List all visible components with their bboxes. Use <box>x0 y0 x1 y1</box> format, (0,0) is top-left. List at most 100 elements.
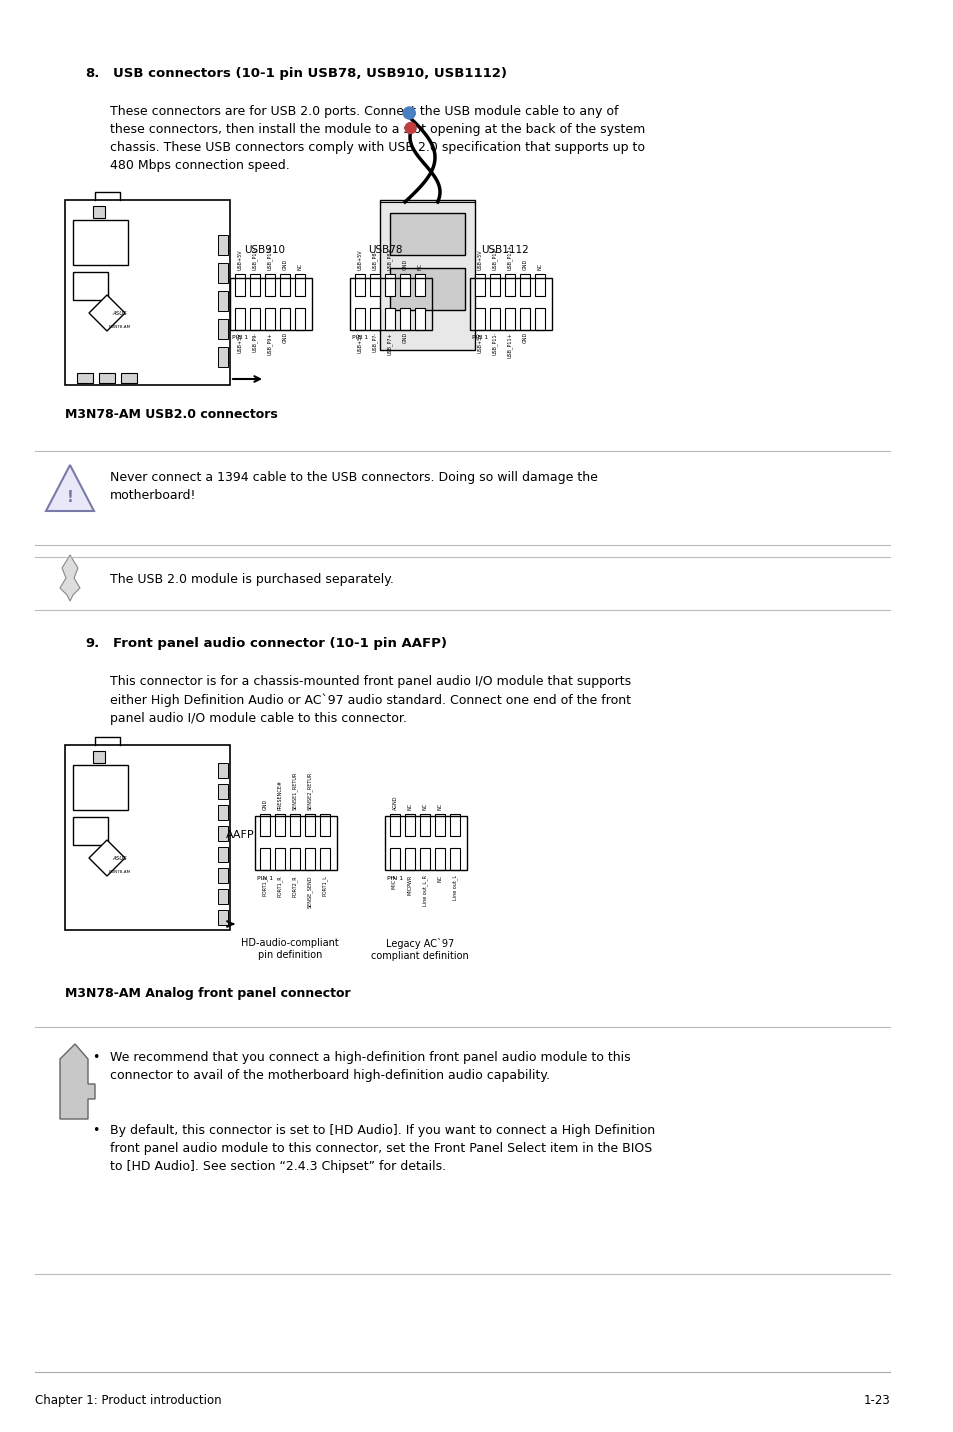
Text: MIC 2: MIC 2 <box>392 875 397 889</box>
Text: These connectors are for USB 2.0 ports. Connect the USB module cable to any of
t: These connectors are for USB 2.0 ports. … <box>110 105 644 172</box>
Text: Never connect a 1394 cable to the USB connectors. Doing so will damage the
mothe: Never connect a 1394 cable to the USB co… <box>110 471 598 503</box>
Text: ASUS: ASUS <box>112 311 128 315</box>
Text: 9.: 9. <box>85 637 99 650</box>
Text: USB+5V: USB+5V <box>477 332 482 352</box>
Text: •: • <box>91 1124 99 1137</box>
Bar <box>92 750 105 763</box>
Bar <box>73 221 128 265</box>
Bar <box>390 268 464 309</box>
Bar <box>450 813 459 836</box>
Bar <box>218 805 228 821</box>
FancyBboxPatch shape <box>65 745 230 929</box>
Bar <box>218 763 228 778</box>
Text: USB_P7-: USB_P7- <box>372 332 377 352</box>
Bar <box>504 274 515 296</box>
Bar <box>504 308 515 329</box>
Bar <box>290 813 299 836</box>
Bar <box>385 274 395 296</box>
Bar <box>250 274 260 296</box>
Bar <box>274 848 285 871</box>
Text: USB+5V: USB+5V <box>477 249 482 271</box>
Text: By default, this connector is set to [HD Audio]. If you want to connect a High D: By default, this connector is set to [HD… <box>110 1124 655 1173</box>
Text: M3N78-AM USB2.0 connectors: M3N78-AM USB2.0 connectors <box>65 408 277 421</box>
Bar <box>294 274 305 296</box>
Bar <box>218 319 228 339</box>
Bar <box>218 347 228 367</box>
Text: GND: GND <box>522 259 527 271</box>
Text: USB+5V: USB+5V <box>357 249 362 271</box>
Bar <box>450 848 459 871</box>
Bar <box>355 274 365 296</box>
Bar <box>218 263 228 284</box>
Text: USB_P8-: USB_P8- <box>372 249 377 271</box>
Polygon shape <box>89 841 125 876</box>
Bar <box>218 909 228 925</box>
Text: USB_P12+: USB_P12+ <box>507 245 513 271</box>
Bar <box>218 826 228 841</box>
Text: HD-audio-compliant
pin definition: HD-audio-compliant pin definition <box>241 938 338 961</box>
Text: AAFP: AAFP <box>226 831 254 841</box>
FancyBboxPatch shape <box>379 200 475 349</box>
Text: USB78: USB78 <box>367 245 402 255</box>
Bar <box>234 308 245 329</box>
Bar <box>99 372 115 382</box>
Bar <box>305 848 314 871</box>
Bar <box>218 783 228 799</box>
Text: ASUS: ASUS <box>112 855 128 861</box>
Bar <box>415 308 424 329</box>
Text: NC: NC <box>422 803 427 811</box>
Bar <box>290 848 299 871</box>
Text: USB_P10-: USB_P10- <box>252 246 257 271</box>
Bar <box>250 308 260 329</box>
Text: Line out_L_R: Line out_L_R <box>422 875 427 906</box>
Bar <box>265 274 274 296</box>
Bar <box>294 308 305 329</box>
Bar <box>280 274 290 296</box>
Text: GND: GND <box>262 799 267 811</box>
Bar <box>399 274 410 296</box>
Text: GND: GND <box>402 259 407 271</box>
Bar <box>475 308 484 329</box>
Bar <box>260 813 270 836</box>
Text: MICPWR: MICPWR <box>407 875 412 895</box>
Text: SENSE1_RETUR: SENSE1_RETUR <box>292 772 297 811</box>
Bar <box>390 813 399 836</box>
Bar <box>490 308 499 329</box>
Bar <box>405 813 415 836</box>
Text: SENSE_SEND: SENSE_SEND <box>307 875 313 908</box>
Text: NC: NC <box>437 803 442 811</box>
Text: GND: GND <box>282 332 287 344</box>
Bar <box>274 813 285 836</box>
Text: USB_P9+: USB_P9+ <box>267 332 273 355</box>
Bar <box>419 848 430 871</box>
Text: PORT1_L: PORT1_L <box>322 875 328 896</box>
Text: SENSE2_RETUR: SENSE2_RETUR <box>307 772 313 811</box>
Text: PORT2_R: PORT2_R <box>292 875 297 896</box>
Text: USB_P8+: USB_P8+ <box>387 248 393 271</box>
Bar <box>419 813 430 836</box>
Bar <box>218 889 228 904</box>
Bar <box>490 274 499 296</box>
Text: PIN 1: PIN 1 <box>256 876 273 881</box>
Text: M3N78-AM: M3N78-AM <box>109 871 131 874</box>
Text: PORT1_R: PORT1_R <box>277 875 282 896</box>
Polygon shape <box>89 295 125 331</box>
Bar <box>519 308 530 329</box>
Text: GND: GND <box>522 332 527 344</box>
Bar <box>319 848 330 871</box>
Text: !: ! <box>67 490 73 504</box>
Bar <box>475 274 484 296</box>
Bar <box>218 868 228 884</box>
Text: NC: NC <box>437 875 442 882</box>
Text: 1-23: 1-23 <box>862 1393 889 1408</box>
Text: USB910: USB910 <box>244 245 285 255</box>
Text: Front panel audio connector (10-1 pin AAFP): Front panel audio connector (10-1 pin AA… <box>112 637 447 650</box>
Text: Chapter 1: Product introduction: Chapter 1: Product introduction <box>35 1393 221 1408</box>
Text: USB+5V: USB+5V <box>237 332 242 352</box>
Text: NC: NC <box>297 263 302 271</box>
Text: USB1112: USB1112 <box>480 245 528 255</box>
Polygon shape <box>46 465 94 511</box>
Bar <box>305 813 314 836</box>
Bar <box>435 813 444 836</box>
Text: PIN 1: PIN 1 <box>352 335 368 339</box>
